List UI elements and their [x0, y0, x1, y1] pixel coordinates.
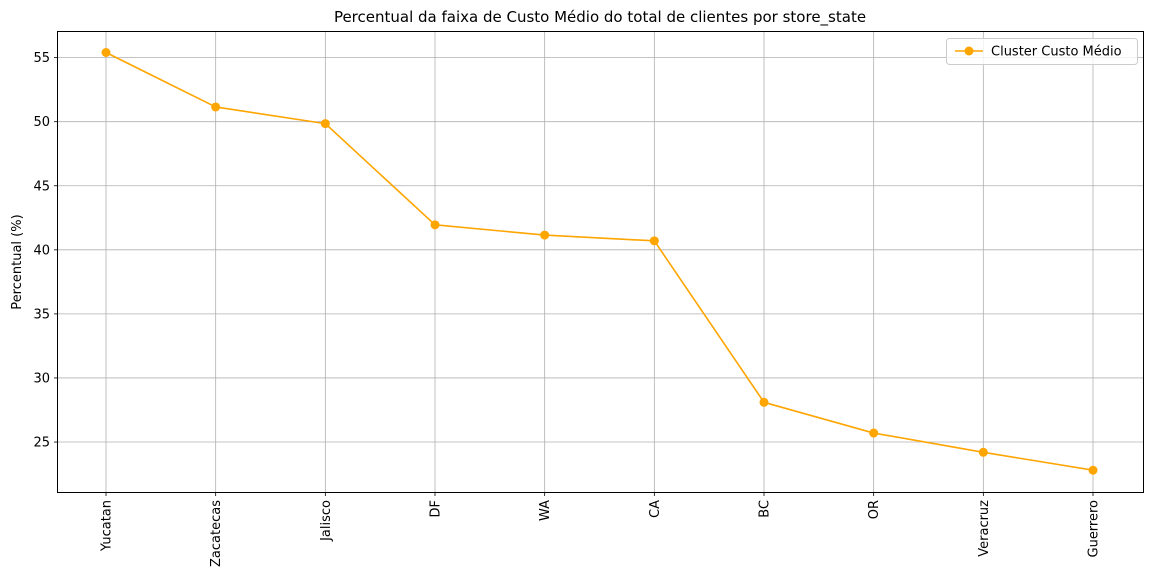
x-tick-label: Guerrero	[1087, 500, 1102, 558]
x-axis-ticks: Yucatan Zacatecas Jalisco DF WA CA BC OR Veracru…	[100, 492, 1102, 567]
x-tick-label: Yucatan	[100, 500, 115, 552]
y-axis-ticks: 25 30 35 40 45 50 55	[33, 51, 58, 451]
chart-title: Percentual da faixa de Custo Médio do to…	[334, 8, 866, 27]
legend: Cluster Custo Médio	[946, 38, 1138, 65]
y-tick-label: 40	[33, 243, 50, 258]
plot-area-frame	[57, 31, 1144, 493]
x-tick-label: Jalisco	[319, 500, 334, 542]
legend-marker-swatch	[964, 46, 974, 56]
x-tick-label: Zacatecas	[209, 500, 224, 567]
data-point	[101, 48, 111, 58]
data-point	[430, 220, 440, 230]
y-tick-label: 30	[33, 371, 50, 386]
y-tick-label: 25	[33, 436, 50, 451]
y-tick-label: 45	[33, 179, 50, 194]
series-layer	[101, 48, 1098, 475]
x-tick-label: Veracruz	[977, 500, 992, 557]
x-tick-label: BC	[758, 500, 773, 518]
y-axis-label: Percentual (%)	[10, 214, 25, 309]
y-tick-label: 50	[33, 115, 50, 130]
data-point	[978, 447, 988, 457]
y-tick-label: 35	[33, 307, 50, 322]
legend-label: Cluster Custo Médio	[991, 45, 1122, 60]
y-tick-label: 55	[33, 51, 50, 66]
data-point	[869, 428, 879, 438]
x-gridlines	[105, 32, 1094, 492]
data-point	[540, 230, 550, 240]
data-point	[320, 119, 330, 129]
series-line	[105, 51, 1094, 472]
x-tick-label: OR	[867, 500, 882, 519]
legend-box	[946, 38, 1138, 65]
data-point	[1088, 465, 1098, 475]
x-tick-label: CA	[648, 500, 663, 518]
x-tick-label: WA	[538, 500, 553, 521]
data-point	[211, 102, 221, 112]
y-gridlines	[58, 57, 1143, 443]
data-point	[759, 397, 769, 407]
data-point	[649, 236, 659, 246]
x-tick-label: DF	[429, 500, 444, 518]
